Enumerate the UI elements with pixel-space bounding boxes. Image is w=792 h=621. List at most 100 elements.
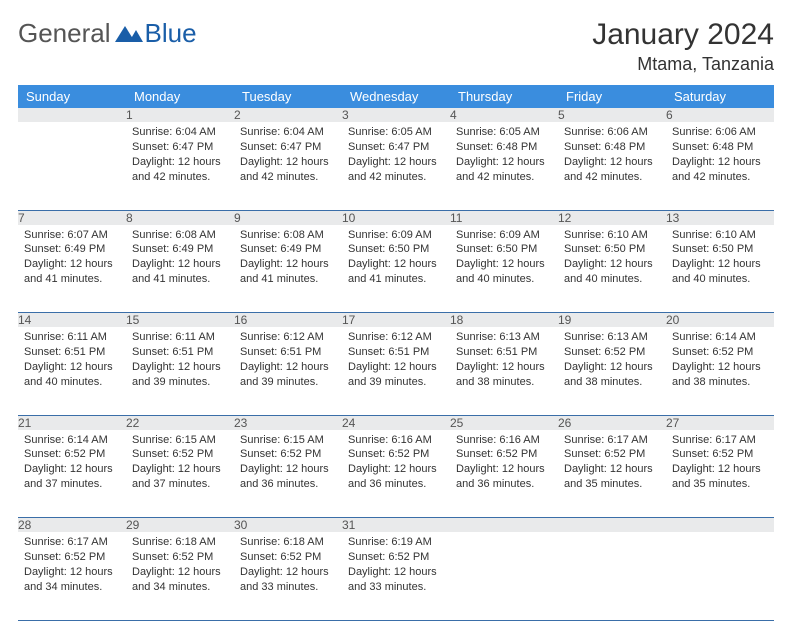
daylight-text: Daylight: 12 hours and 40 minutes.	[564, 257, 660, 287]
day-number: 28	[18, 518, 126, 533]
sunrise-text: Sunrise: 6:14 AM	[24, 433, 120, 448]
sunset-text: Sunset: 6:52 PM	[456, 447, 552, 462]
sunrise-text: Sunrise: 6:13 AM	[456, 330, 552, 345]
sunset-text: Sunset: 6:49 PM	[24, 242, 120, 257]
sunset-text: Sunset: 6:48 PM	[456, 140, 552, 155]
day-cell: Sunrise: 6:17 AMSunset: 6:52 PMDaylight:…	[666, 430, 774, 498]
day-cell: Sunrise: 6:05 AMSunset: 6:48 PMDaylight:…	[450, 122, 558, 190]
day-number: 31	[342, 518, 450, 533]
day-content-row: Sunrise: 6:17 AMSunset: 6:52 PMDaylight:…	[18, 532, 774, 620]
day-content-row: Sunrise: 6:11 AMSunset: 6:51 PMDaylight:…	[18, 327, 774, 415]
day-cell-empty	[18, 122, 126, 210]
daylight-text: Daylight: 12 hours and 41 minutes.	[348, 257, 444, 287]
day-cell: Sunrise: 6:14 AMSunset: 6:52 PMDaylight:…	[18, 430, 126, 498]
day-number: 14	[18, 313, 126, 328]
sunset-text: Sunset: 6:49 PM	[240, 242, 336, 257]
day-cell: Sunrise: 6:08 AMSunset: 6:49 PMDaylight:…	[234, 225, 342, 293]
daylight-text: Daylight: 12 hours and 42 minutes.	[564, 155, 660, 185]
day-number: 5	[558, 108, 666, 122]
day-cell: Sunrise: 6:12 AMSunset: 6:51 PMDaylight:…	[234, 327, 342, 395]
day-cell: Sunrise: 6:11 AMSunset: 6:51 PMDaylight:…	[18, 327, 126, 395]
day-number-row: 14151617181920	[18, 313, 774, 328]
daylight-text: Daylight: 12 hours and 41 minutes.	[24, 257, 120, 287]
sunrise-text: Sunrise: 6:06 AM	[564, 125, 660, 140]
day-cell-empty	[558, 532, 666, 620]
day-cell-empty	[450, 532, 558, 620]
day-number: 7	[18, 210, 126, 225]
sunset-text: Sunset: 6:52 PM	[132, 447, 228, 462]
sunrise-text: Sunrise: 6:16 AM	[348, 433, 444, 448]
sunrise-text: Sunrise: 6:18 AM	[132, 535, 228, 550]
day-number-row: 78910111213	[18, 210, 774, 225]
sunset-text: Sunset: 6:52 PM	[240, 447, 336, 462]
brand-logo: General Blue	[18, 18, 197, 49]
daylight-text: Daylight: 12 hours and 42 minutes.	[132, 155, 228, 185]
day-number: 20	[666, 313, 774, 328]
daylight-text: Daylight: 12 hours and 34 minutes.	[132, 565, 228, 595]
daylight-text: Daylight: 12 hours and 42 minutes.	[672, 155, 768, 185]
sunset-text: Sunset: 6:47 PM	[240, 140, 336, 155]
day-number: 13	[666, 210, 774, 225]
weekday-header: Monday	[126, 85, 234, 108]
day-number: 22	[126, 415, 234, 430]
sunrise-text: Sunrise: 6:15 AM	[132, 433, 228, 448]
sunrise-text: Sunrise: 6:10 AM	[672, 228, 768, 243]
day-cell: Sunrise: 6:12 AMSunset: 6:51 PMDaylight:…	[342, 327, 450, 395]
day-cell: Sunrise: 6:10 AMSunset: 6:50 PMDaylight:…	[666, 225, 774, 293]
sunrise-text: Sunrise: 6:14 AM	[672, 330, 768, 345]
day-number: 10	[342, 210, 450, 225]
sunrise-text: Sunrise: 6:11 AM	[132, 330, 228, 345]
day-number: 3	[342, 108, 450, 122]
day-content-row: Sunrise: 6:04 AMSunset: 6:47 PMDaylight:…	[18, 122, 774, 210]
sunrise-text: Sunrise: 6:05 AM	[348, 125, 444, 140]
sunrise-text: Sunrise: 6:13 AM	[564, 330, 660, 345]
sunset-text: Sunset: 6:51 PM	[348, 345, 444, 360]
sunrise-text: Sunrise: 6:12 AM	[348, 330, 444, 345]
day-cell: Sunrise: 6:19 AMSunset: 6:52 PMDaylight:…	[342, 532, 450, 600]
sunset-text: Sunset: 6:50 PM	[672, 242, 768, 257]
sunrise-text: Sunrise: 6:19 AM	[348, 535, 444, 550]
weekday-header: Saturday	[666, 85, 774, 108]
sunset-text: Sunset: 6:50 PM	[456, 242, 552, 257]
day-cell: Sunrise: 6:05 AMSunset: 6:47 PMDaylight:…	[342, 122, 450, 190]
calendar-head: SundayMondayTuesdayWednesdayThursdayFrid…	[18, 85, 774, 108]
weekday-header: Wednesday	[342, 85, 450, 108]
sunset-text: Sunset: 6:52 PM	[348, 550, 444, 565]
day-cell: Sunrise: 6:09 AMSunset: 6:50 PMDaylight:…	[342, 225, 450, 293]
day-cell: Sunrise: 6:14 AMSunset: 6:52 PMDaylight:…	[666, 327, 774, 395]
day-cell: Sunrise: 6:16 AMSunset: 6:52 PMDaylight:…	[450, 430, 558, 498]
day-cell: Sunrise: 6:10 AMSunset: 6:50 PMDaylight:…	[558, 225, 666, 293]
brand-mark-icon	[115, 22, 143, 46]
brand-part1: General	[18, 18, 111, 49]
daylight-text: Daylight: 12 hours and 41 minutes.	[240, 257, 336, 287]
day-number-row: 28293031	[18, 518, 774, 533]
daylight-text: Daylight: 12 hours and 33 minutes.	[348, 565, 444, 595]
day-cell: Sunrise: 6:06 AMSunset: 6:48 PMDaylight:…	[558, 122, 666, 190]
day-number-empty	[18, 108, 126, 122]
sunset-text: Sunset: 6:47 PM	[132, 140, 228, 155]
day-number: 11	[450, 210, 558, 225]
sunset-text: Sunset: 6:48 PM	[672, 140, 768, 155]
sunset-text: Sunset: 6:47 PM	[348, 140, 444, 155]
sunrise-text: Sunrise: 6:08 AM	[132, 228, 228, 243]
day-cell: Sunrise: 6:04 AMSunset: 6:47 PMDaylight:…	[234, 122, 342, 190]
day-number-row: 123456	[18, 108, 774, 122]
day-cell-empty	[666, 532, 774, 620]
daylight-text: Daylight: 12 hours and 39 minutes.	[240, 360, 336, 390]
daylight-text: Daylight: 12 hours and 39 minutes.	[132, 360, 228, 390]
header-bar: General Blue January 2024 Mtama, Tanzani…	[18, 18, 774, 75]
sunset-text: Sunset: 6:48 PM	[564, 140, 660, 155]
day-number: 1	[126, 108, 234, 122]
sunset-text: Sunset: 6:51 PM	[132, 345, 228, 360]
day-cell: Sunrise: 6:15 AMSunset: 6:52 PMDaylight:…	[126, 430, 234, 498]
sunrise-text: Sunrise: 6:07 AM	[24, 228, 120, 243]
day-number-empty	[666, 518, 774, 533]
daylight-text: Daylight: 12 hours and 39 minutes.	[348, 360, 444, 390]
sunrise-text: Sunrise: 6:09 AM	[348, 228, 444, 243]
sunset-text: Sunset: 6:51 PM	[456, 345, 552, 360]
day-number-row: 21222324252627	[18, 415, 774, 430]
calendar-body: 123456Sunrise: 6:04 AMSunset: 6:47 PMDay…	[18, 108, 774, 620]
day-cell: Sunrise: 6:11 AMSunset: 6:51 PMDaylight:…	[126, 327, 234, 395]
weekday-header: Thursday	[450, 85, 558, 108]
day-number: 12	[558, 210, 666, 225]
